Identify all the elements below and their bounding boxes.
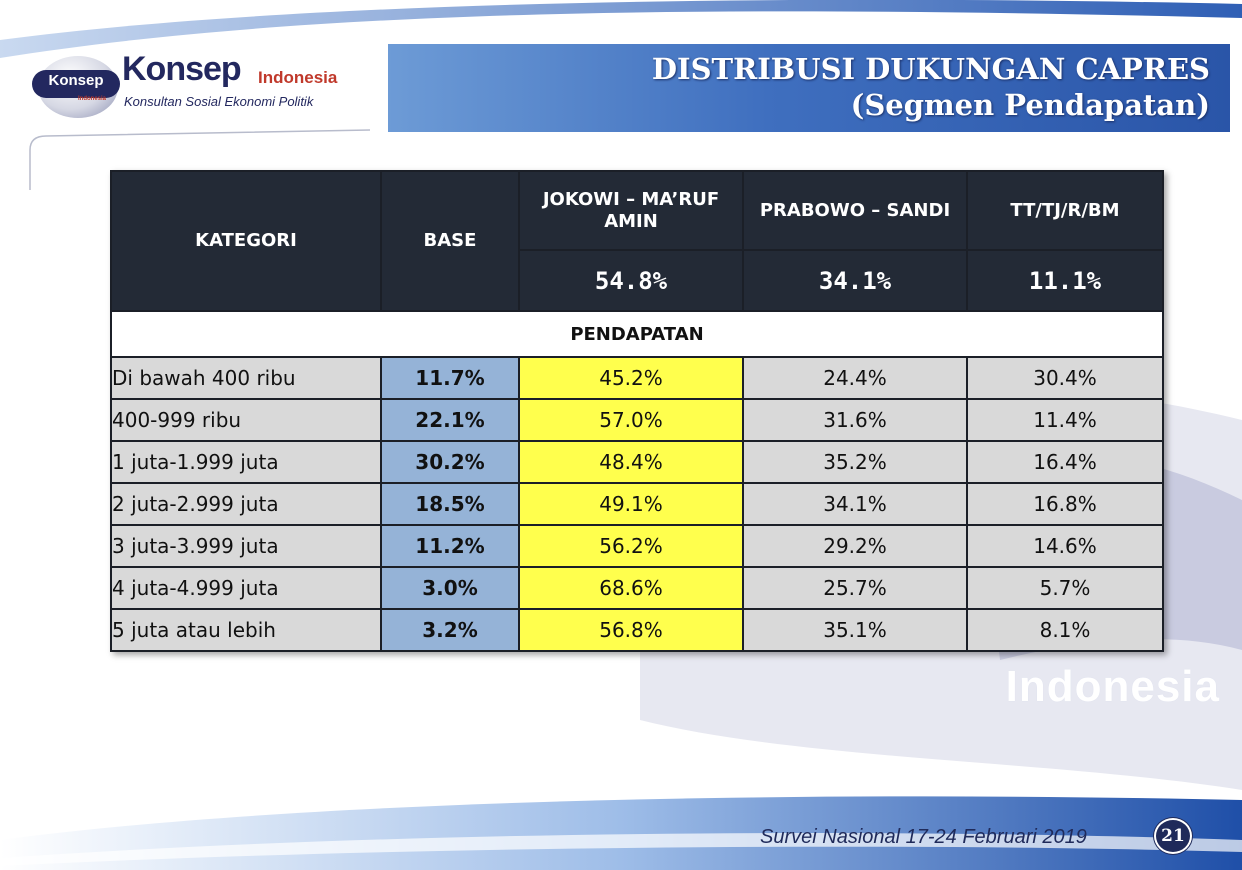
row-base: 11.7% — [380, 356, 520, 400]
row-prabowo: 25.7% — [742, 566, 968, 610]
row-prabowo: 29.2% — [742, 524, 968, 568]
row-kategori: 1 juta-1.999 juta — [110, 440, 382, 484]
header-tt: TT/TJ/R/BM — [966, 169, 1164, 252]
row-jokowi: 56.8% — [518, 608, 744, 652]
header-jokowi: JOKOWI – MA’RUF AMIN — [518, 169, 744, 252]
logo-wordmark-indonesia: Indonesia — [258, 68, 338, 87]
row-base: 3.2% — [380, 608, 520, 652]
row-kategori: 400-999 ribu — [110, 398, 382, 442]
page-number-badge: 21 — [1154, 818, 1192, 854]
header-base: BASE — [380, 170, 520, 312]
table-row: 5 juta atau lebih 3.2% 56.8% 35.1% 8.1% — [110, 608, 1164, 652]
row-kategori: 4 juta-4.999 juta — [110, 566, 382, 610]
row-prabowo: 35.1% — [742, 608, 968, 652]
total-prabowo: 34.1% — [742, 249, 968, 312]
section-pendapatan: PENDAPATAN — [110, 310, 1164, 358]
row-tt: 14.6% — [966, 524, 1164, 568]
row-tt: 30.4% — [966, 356, 1164, 400]
row-tt: 16.4% — [966, 440, 1164, 484]
row-kategori: 3 juta-3.999 juta — [110, 524, 382, 568]
row-prabowo: 24.4% — [742, 356, 968, 400]
table-row: 4 juta-4.999 juta 3.0% 68.6% 25.7% 5.7% — [110, 566, 1164, 610]
row-jokowi: 49.1% — [518, 482, 744, 526]
row-tt: 11.4% — [966, 398, 1164, 442]
header-kategori: KATEGORI — [110, 170, 382, 312]
page-title: DISTRIBUSI DUKUNGAN CAPRES — [651, 52, 1210, 86]
page-subtitle: (Segmen Pendapatan) — [850, 88, 1210, 122]
row-base: 22.1% — [380, 398, 520, 442]
logo-wordmark: Konsep — [122, 50, 242, 88]
survey-footer: Survei Nasional 17-24 Februari 2019 — [760, 826, 1087, 848]
table-row: 2 juta-2.999 juta 18.5% 49.1% 34.1% 16.8% — [110, 482, 1164, 526]
logo-badge-sub: Indonesia — [78, 96, 107, 102]
header-prabowo: PRABOWO – SANDI — [742, 169, 968, 252]
total-tt: 11.1% — [966, 249, 1164, 312]
row-prabowo: 34.1% — [742, 482, 968, 526]
table-row: 3 juta-3.999 juta 11.2% 56.2% 29.2% 14.6% — [110, 524, 1164, 568]
support-distribution-table: KATEGORI BASE JOKOWI – MA’RUF AMIN PRABO… — [110, 169, 1164, 652]
table-row: 400-999 ribu 22.1% 57.0% 31.6% 11.4% — [110, 398, 1164, 442]
row-prabowo: 35.2% — [742, 440, 968, 484]
row-jokowi: 56.2% — [518, 524, 744, 568]
row-jokowi: 45.2% — [518, 356, 744, 400]
row-tt: 5.7% — [966, 566, 1164, 610]
logo-badge: Konsep — [32, 70, 120, 98]
row-kategori: 2 juta-2.999 juta — [110, 482, 382, 526]
row-base: 30.2% — [380, 440, 520, 484]
row-tt: 16.8% — [966, 482, 1164, 526]
row-jokowi: 48.4% — [518, 440, 744, 484]
konsep-logo: Konsep Indonesia Konsep Indonesia Konsul… — [30, 44, 376, 130]
row-kategori: 5 juta atau lebih — [110, 608, 382, 652]
row-jokowi: 68.6% — [518, 566, 744, 610]
title-band: DISTRIBUSI DUKUNGAN CAPRES (Segmen Penda… — [388, 44, 1230, 132]
logo-tagline: Konsultan Sosial Ekonomi Politik — [124, 94, 314, 109]
row-tt: 8.1% — [966, 608, 1164, 652]
row-base: 11.2% — [380, 524, 520, 568]
table-row: 1 juta-1.999 juta 30.2% 48.4% 35.2% 16.4% — [110, 440, 1164, 484]
row-base: 18.5% — [380, 482, 520, 526]
row-prabowo: 31.6% — [742, 398, 968, 442]
watermark-text: Indonesia — [1005, 662, 1220, 711]
row-kategori: Di bawah 400 ribu — [110, 356, 382, 400]
row-base: 3.0% — [380, 566, 520, 610]
table-body: Di bawah 400 ribu 11.7% 45.2% 24.4% 30.4% 400… — [110, 356, 1164, 652]
table-row: Di bawah 400 ribu 11.7% 45.2% 24.4% 30.4% — [110, 356, 1164, 400]
row-jokowi: 57.0% — [518, 398, 744, 442]
total-jokowi: 54.8% — [518, 249, 744, 312]
